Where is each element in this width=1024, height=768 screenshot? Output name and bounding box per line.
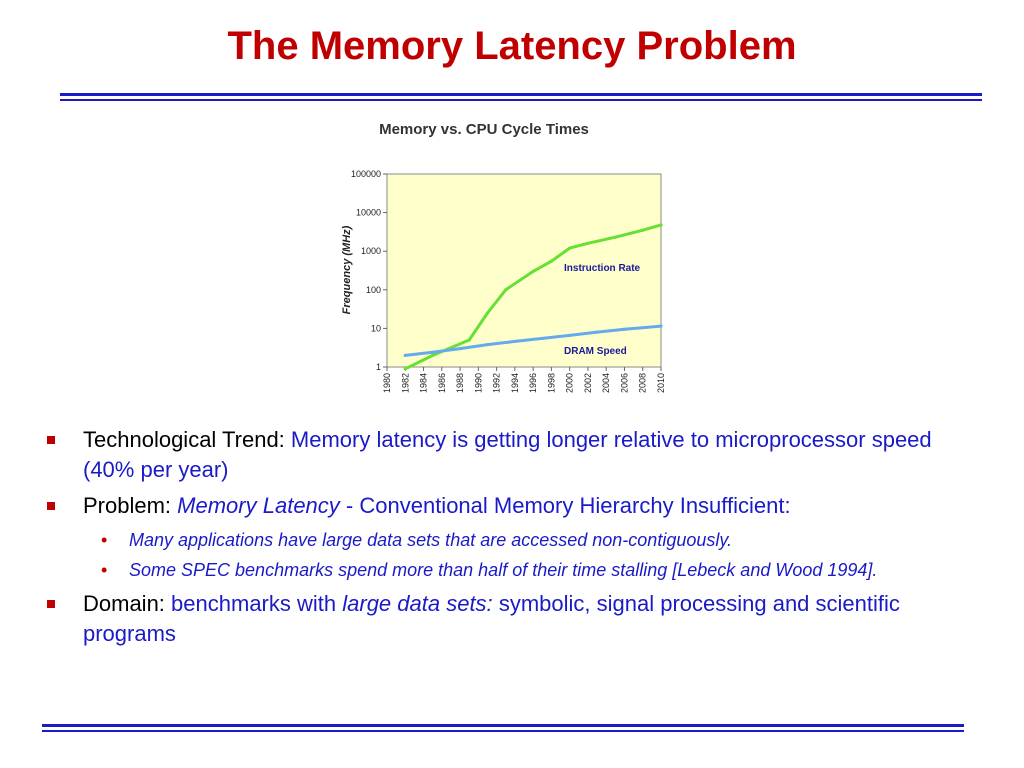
sub-bullet-spec: • Some SPEC benchmarks spend more than h… — [45, 557, 985, 583]
instruction-rate-point — [403, 367, 407, 371]
dram-speed-point — [485, 343, 490, 347]
bullet-technological-trend: Technological Trend: Memory latency is g… — [45, 425, 985, 485]
x-tick-label: 1998 — [546, 373, 556, 393]
x-tick-label: 1994 — [510, 373, 520, 393]
dram-speed-line — [405, 324, 662, 357]
dram-speed-point — [403, 353, 407, 357]
sub-bullet-dot-icon: • — [101, 560, 108, 580]
bullet-text-2: symbolic, signal processing and scientif… — [83, 591, 900, 646]
instruction-rate-point — [613, 235, 617, 239]
chart-title: Memory vs. CPU Cycle Times — [379, 121, 589, 138]
instruction-rate-point — [568, 246, 572, 250]
y-tick-label: 1000 — [361, 246, 381, 256]
dram-speed-point — [659, 324, 663, 328]
x-tick-label: 1992 — [492, 373, 502, 393]
instruction-rate-point — [485, 311, 490, 315]
x-tick-label: 1996 — [528, 373, 538, 393]
bullet-text: - Conventional Memory Hierarchy Insuffic… — [345, 493, 791, 518]
plot-area — [386, 173, 662, 368]
sub-bullet-text: Many applications have large data sets t… — [129, 530, 733, 550]
bullet-problem: Problem: Memory Latency - Conventional M… — [45, 491, 985, 521]
dram-speed-point — [540, 336, 544, 341]
x-tick-label: 2010 — [656, 373, 666, 393]
x-tick-label: 2002 — [583, 373, 593, 393]
bullet-emphasis: Memory Latency — [177, 493, 340, 518]
bullet-label: Problem: — [83, 493, 172, 518]
bullet-square-icon — [47, 600, 55, 608]
bullet-square-icon — [47, 436, 55, 444]
bullet-domain: Domain: benchmarks with large data sets:… — [45, 589, 985, 649]
y-tick-label: 100000 — [351, 169, 381, 179]
bullet-text: Memory latency is getting longer relativ… — [83, 427, 932, 482]
dram-speed-point — [458, 346, 462, 351]
dram-speed-point — [622, 327, 627, 331]
bullet-label: Technological Trend: — [83, 427, 285, 452]
x-tick-label: 1988 — [455, 373, 465, 393]
instruction-rate-point — [659, 223, 663, 227]
sub-bullet-applications: • Many applications have large data sets… — [45, 527, 985, 553]
legend-dram-speed: DRAM Speed — [564, 346, 627, 357]
x-tick-label: 2008 — [638, 373, 648, 393]
bullet-text: benchmarks with — [171, 591, 337, 616]
x-tick-label: 1986 — [437, 373, 447, 393]
y-axis-label: Frequency (MHz) — [341, 225, 353, 314]
x-tick-label: 1990 — [473, 373, 483, 393]
legend-instruction-rate: Instruction Rate — [564, 263, 641, 274]
instruction-rate-point — [504, 288, 508, 292]
x-tick-label: 2006 — [619, 373, 629, 393]
dram-speed-point — [513, 339, 517, 344]
x-tick-label: 2000 — [565, 373, 575, 393]
instruction-rate-point — [431, 353, 435, 357]
slide-title: The Memory Latency Problem — [227, 24, 797, 68]
bullet-emphasis: large data sets: — [342, 591, 493, 616]
dram-speed-point — [431, 350, 435, 354]
sub-bullet-dot-icon: • — [101, 530, 108, 550]
x-tick-label: 2004 — [601, 373, 611, 393]
x-tick-label: 1982 — [400, 373, 410, 393]
bullet-label: Domain: — [83, 591, 165, 616]
memory-cpu-chart: Memory vs. CPU Cycle Times 1 10 100 1000 100… — [341, 121, 666, 393]
sub-bullet-text: Some SPEC benchmarks spend more than hal… — [129, 560, 878, 580]
top-divider — [60, 93, 982, 101]
x-tick-label: 1984 — [419, 373, 429, 393]
bottom-divider — [42, 724, 964, 732]
instruction-rate-point — [586, 241, 590, 245]
instruction-rate-point — [549, 259, 553, 263]
y-tick-label: 10000 — [356, 208, 381, 218]
dram-speed-point — [568, 333, 572, 337]
x-tick-label: 1980 — [382, 373, 392, 393]
y-tick-label: 1 — [376, 362, 381, 372]
y-tick-label: 100 — [366, 285, 381, 295]
instruction-rate-line — [404, 223, 662, 371]
y-tick-label: 10 — [371, 323, 381, 333]
dram-speed-point — [595, 330, 599, 334]
instruction-rate-point — [641, 228, 645, 232]
instruction-rate-point — [467, 338, 471, 342]
bullet-list: Technological Trend: Memory latency is g… — [45, 425, 985, 655]
bullet-square-icon — [47, 502, 55, 510]
instruction-rate-point — [531, 269, 535, 273]
